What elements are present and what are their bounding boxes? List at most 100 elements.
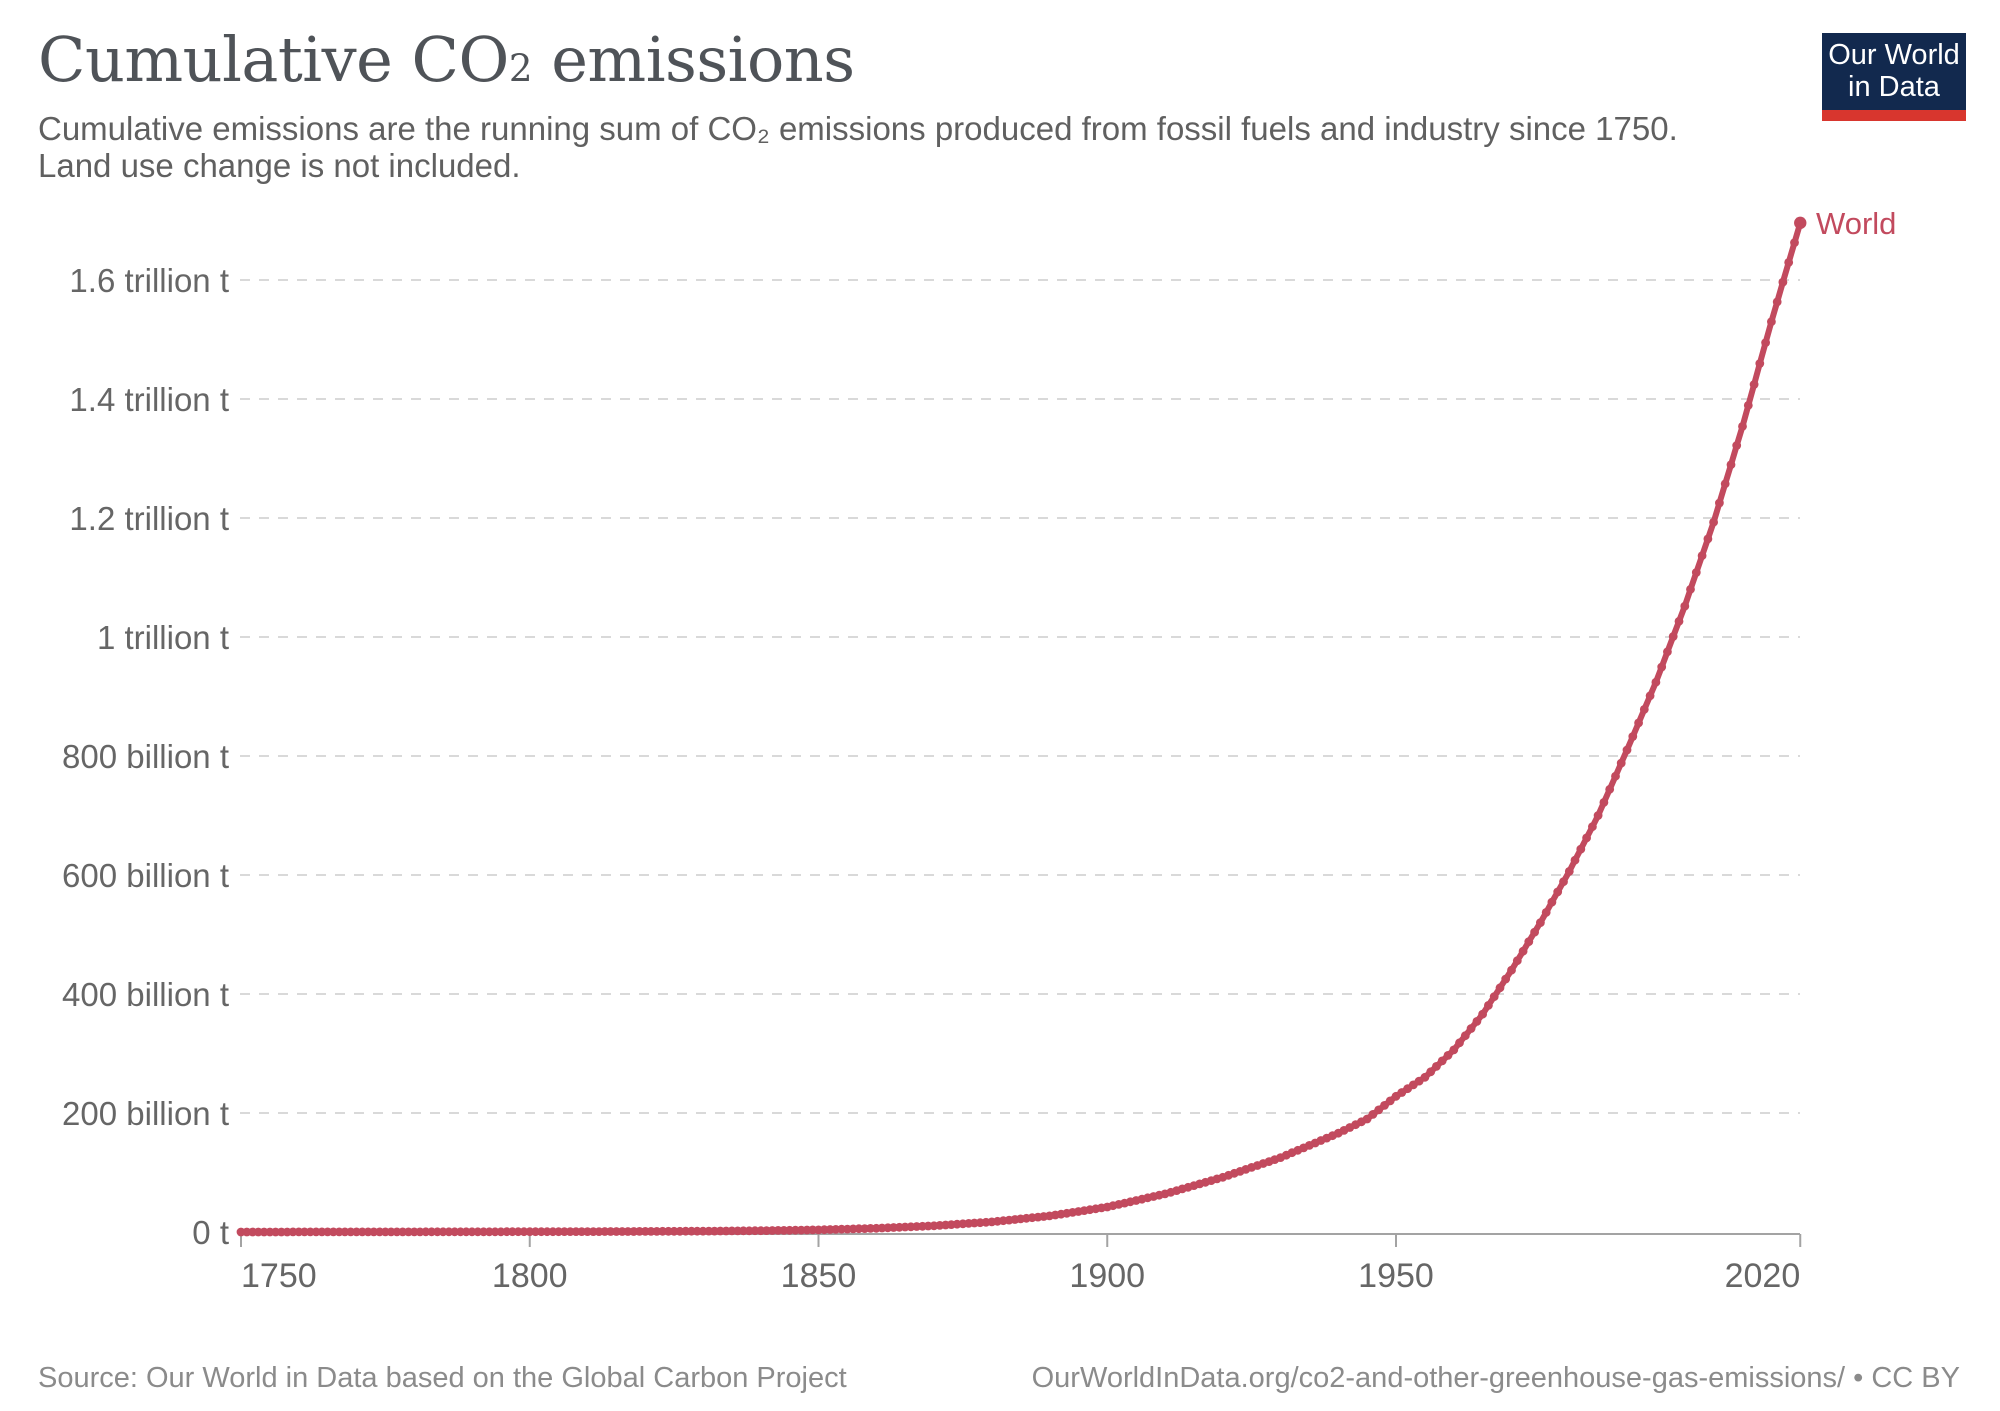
series-point	[1426, 1067, 1436, 1077]
y-tick-label: 1 trillion t	[97, 619, 229, 656]
series-point	[1420, 1072, 1430, 1082]
series-point	[1674, 616, 1684, 626]
series-point	[1697, 551, 1707, 561]
series-point	[1530, 927, 1539, 937]
y-tick-label: 600 billion t	[62, 857, 229, 894]
x-tick-label: 1950	[1358, 1257, 1434, 1295]
series-point	[1564, 867, 1574, 876]
series-point	[1790, 238, 1799, 248]
owid-logo-line-2: in Data	[1848, 71, 1940, 103]
owid-logo-box: Our World in Data	[1822, 33, 1966, 110]
y-tick-label: 0 t	[192, 1214, 229, 1251]
subtitle-line-2: Land use change is not included.	[38, 147, 521, 184]
series-point	[1489, 992, 1499, 1001]
series-point	[1726, 460, 1736, 470]
x-tick-label: 1750	[241, 1257, 317, 1295]
series-point	[1732, 441, 1742, 450]
series-point	[1663, 647, 1672, 657]
series-point	[1593, 811, 1603, 820]
x-tick-label: 1900	[1069, 1257, 1145, 1295]
series-point	[1686, 584, 1695, 594]
series-point	[1518, 946, 1528, 956]
chart-subtitle: Cumulative emissions are the running sum…	[38, 110, 1798, 184]
series-point	[1443, 1051, 1453, 1060]
y-tick-label: 800 billion t	[62, 738, 229, 775]
series-end-point	[1794, 216, 1807, 230]
series-point	[1576, 844, 1586, 854]
series-point	[1703, 534, 1713, 544]
series-point	[1599, 798, 1609, 807]
series-point	[1738, 422, 1747, 431]
series-point	[1657, 662, 1667, 672]
series-point	[1761, 338, 1770, 347]
series-point	[1743, 401, 1753, 410]
series-point	[1616, 758, 1626, 768]
y-tick-label: 1.6 trillion t	[69, 262, 229, 299]
series-point	[1559, 877, 1568, 887]
series-point	[1501, 974, 1511, 984]
owid-logo-stripe	[1822, 110, 1966, 121]
series-point	[1628, 732, 1638, 741]
y-tick-label: 200 billion t	[62, 1095, 229, 1132]
series-point	[1478, 1009, 1487, 1019]
series-point	[1484, 1001, 1493, 1010]
title-text: Cumulative CO	[38, 23, 509, 96]
series-point	[1541, 908, 1551, 917]
series-point	[1582, 833, 1591, 843]
series-point	[1495, 983, 1505, 993]
series-point	[1432, 1062, 1441, 1071]
series-point	[1749, 380, 1759, 389]
series-point	[1767, 317, 1776, 327]
series-point	[1645, 691, 1655, 701]
series-point	[1639, 705, 1649, 714]
series-point	[1512, 956, 1522, 966]
series-point	[1634, 718, 1643, 728]
source-attribution: Source: Our World in Data based on the G…	[38, 1362, 847, 1394]
series-point	[1755, 359, 1765, 368]
title-text-end: emissions	[532, 23, 855, 96]
owid-logo-line-1: Our World	[1828, 39, 1960, 71]
license-link-text: OurWorldInData.org/co2-and-other-greenho…	[1031, 1362, 1960, 1394]
series-point	[1547, 897, 1557, 907]
title-co2-subscript: 2	[508, 46, 533, 90]
chart-footer: Source: Our World in Data based on the G…	[0, 1362, 2000, 1395]
series-point	[1536, 918, 1545, 927]
x-tick-label: 2020	[1725, 1257, 1801, 1295]
series-line-world	[238, 219, 1804, 1235]
series-point	[1570, 855, 1580, 865]
y-tick-label: 1.2 trillion t	[69, 500, 229, 537]
series-point	[1507, 965, 1516, 975]
series-point	[1772, 297, 1782, 307]
series-point	[1691, 568, 1701, 577]
series-label-world: World	[1816, 206, 1896, 241]
series-point	[1611, 771, 1620, 781]
y-tick-label: 400 billion t	[62, 976, 229, 1013]
series-point	[1553, 887, 1563, 897]
subtitle-line-1: Cumulative emissions are the running sum…	[38, 110, 1678, 147]
y-tick-label: 1.4 trillion t	[69, 381, 229, 418]
series-point	[1524, 937, 1534, 946]
series-point	[1460, 1031, 1470, 1041]
page-title: Cumulative CO2 emissions	[38, 23, 855, 96]
x-tick-label: 1800	[492, 1257, 568, 1295]
series-point	[1622, 745, 1632, 755]
series-point	[1466, 1024, 1476, 1033]
series-point	[1472, 1017, 1482, 1026]
series-point	[1715, 498, 1724, 508]
x-tick-label: 1850	[781, 1257, 857, 1295]
series-point	[1709, 517, 1718, 527]
series-point	[1778, 277, 1788, 287]
series-point	[1668, 632, 1678, 641]
series-point	[1680, 601, 1690, 611]
series-point	[1784, 258, 1794, 267]
owid-logo: Our World in Data	[1822, 33, 1966, 121]
series-point	[1651, 677, 1661, 687]
series-point	[1455, 1038, 1464, 1048]
series-point	[1720, 479, 1730, 489]
series-point	[1449, 1045, 1459, 1055]
series-point	[1588, 822, 1597, 832]
series-point	[1437, 1056, 1447, 1066]
series-point	[1605, 784, 1615, 794]
